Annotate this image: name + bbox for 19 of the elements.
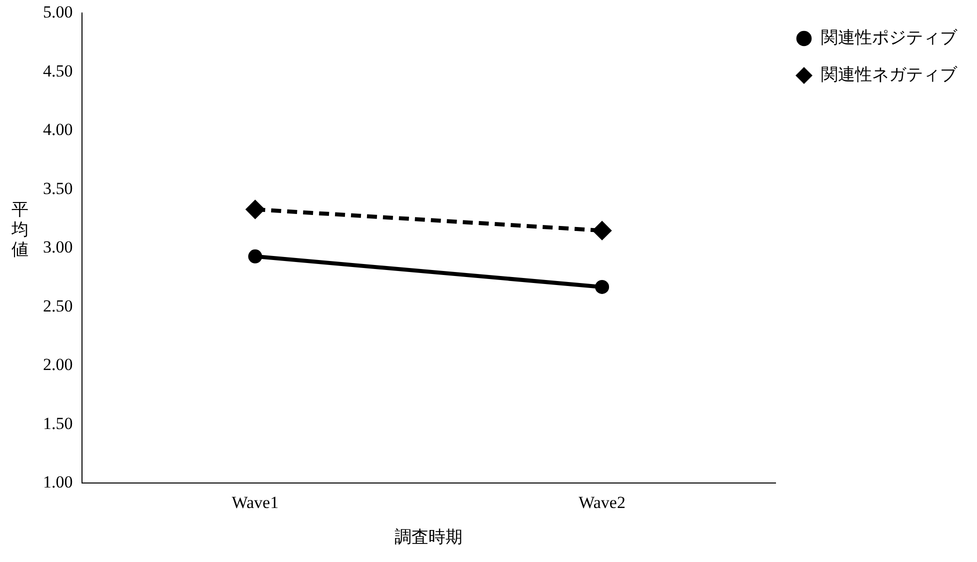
point xyxy=(246,200,264,218)
legend-label: 関連性ポジティブ xyxy=(821,28,958,47)
y-tick-label: 3.50 xyxy=(43,178,73,198)
y-tick-label: 4.50 xyxy=(43,61,73,80)
y-tick-label: 2.50 xyxy=(43,296,73,316)
point xyxy=(595,280,610,294)
y-tick-label: 1.50 xyxy=(43,414,73,433)
x-axis-title: 調査時期 xyxy=(394,527,463,546)
y-axis-title: 平均値 xyxy=(10,200,30,260)
y-tick-label: 2.00 xyxy=(43,355,73,374)
y-tick-label: 4.00 xyxy=(43,120,73,140)
point xyxy=(248,249,262,264)
x-tick-label: Wave2 xyxy=(578,492,626,512)
x-tick-label: Wave1 xyxy=(232,492,279,512)
point xyxy=(593,222,612,240)
y-tick-label: 5.00 xyxy=(43,2,73,22)
y-tick-label: 1.00 xyxy=(43,472,73,492)
legend-label: 関連性ネガティブ xyxy=(821,64,958,84)
y-tick-label: 3.00 xyxy=(43,238,73,257)
